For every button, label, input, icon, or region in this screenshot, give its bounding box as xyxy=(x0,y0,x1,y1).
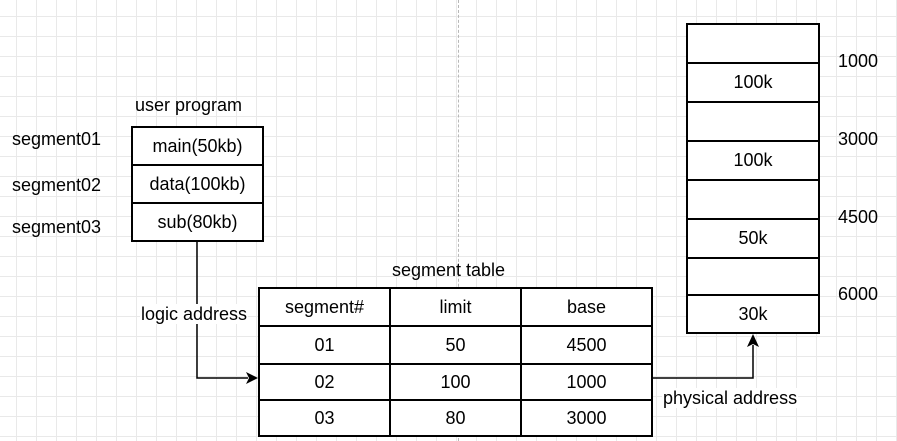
memory-address-label: 1000 xyxy=(838,51,879,71)
user-program-segment-sub: sub(80kb) xyxy=(131,202,264,242)
segment-label-01: segment01 xyxy=(12,129,102,149)
user-program-segment-main: main(50kb) xyxy=(131,126,264,166)
segment-label-03: segment03 xyxy=(12,217,102,237)
memory-block xyxy=(686,257,820,298)
logic-address-arrowhead xyxy=(246,372,258,384)
segment-table-cell-base: 3000 xyxy=(520,399,653,437)
memory-block: 100k xyxy=(686,62,820,103)
page-divider xyxy=(458,0,459,441)
segment-label-02: segment02 xyxy=(12,175,102,195)
segment-table-header-base: base xyxy=(520,287,653,327)
memory-address-label: 6000 xyxy=(838,284,879,304)
segment-table-cell-limit: 50 xyxy=(389,325,522,365)
physical-address-label: physical address xyxy=(662,388,799,408)
user-program-segment-data: data(100kb) xyxy=(131,164,264,204)
logic-address-label: logic address xyxy=(140,304,249,324)
user-program-title: user program xyxy=(135,95,243,115)
memory-block: 30k xyxy=(686,294,820,334)
memory-block xyxy=(686,23,820,64)
physical-address-connector xyxy=(653,345,754,379)
logic-address-connector xyxy=(196,242,248,379)
memory-block: 50k xyxy=(686,218,820,259)
segment-table-cell-segment: 02 xyxy=(258,363,391,401)
segment-table-cell-limit: 80 xyxy=(389,399,522,437)
memory-address-label: 3000 xyxy=(838,129,879,149)
memory-address-label: 4500 xyxy=(838,207,879,227)
physical-address-arrowhead xyxy=(747,334,759,347)
segment-table-cell-segment: 01 xyxy=(258,325,391,365)
segment-table-title: segment table xyxy=(392,260,506,280)
